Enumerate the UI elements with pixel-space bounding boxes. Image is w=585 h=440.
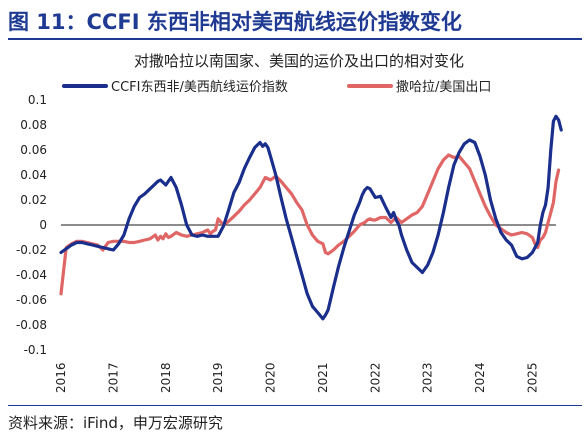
y-tick-label: -0.08 [16,318,47,332]
x-axis: 2016 2017 2018 2019 2020 2021 2022 2023 2024 2025 [54,362,539,393]
x-tick-label: 2018 [159,362,173,393]
x-tick-label: 2021 [316,362,330,393]
x-tick-label: 2024 [473,362,487,393]
footer-rule [8,405,582,406]
y-tick-label: -0.1 [24,343,47,357]
figure-header: 图 11：CCFI 东西非相对美西航线运价指数变化 [0,0,585,40]
figure-title: 图 11：CCFI 东西非相对美西航线运价指数变化 [8,10,462,34]
y-tick-label: 0.1 [28,93,47,107]
y-tick-label: 0.08 [20,118,47,132]
x-tick-label: 2016 [54,362,68,393]
x-tick-label: 2023 [421,362,435,393]
y-tick-label: 0 [39,218,47,232]
x-tick-label: 2017 [106,362,120,393]
y-tick-label: 0.04 [20,168,47,182]
y-tick-label: 0.02 [20,193,47,207]
x-tick-label: 2020 [264,362,278,393]
y-tick-label: -0.06 [16,293,47,307]
legend-label-ccfi: CCFI东西非/美西航线运价指数 [111,79,288,95]
y-tick-label: -0.02 [16,243,47,257]
figure-footer: 资料来源：iFind，申万宏源研究 [0,402,585,440]
legend-label-export: 撒哈拉/美国出口 [396,79,491,95]
line-chart: 对撒哈拉以南国家、美国的运价及出口的相对变化 CCFI东西非/美西航线运价指数 … [16,52,563,393]
x-tick-label: 2025 [525,362,539,393]
x-tick-label: 2019 [211,362,225,393]
y-tick-label: -0.04 [16,268,47,282]
x-tick-label: 2022 [368,362,382,393]
y-axis: -0.1 -0.08 -0.06 -0.04 -0.02 0 0.02 0.04 0.06 0.0… [16,93,47,357]
series-line-export [59,153,561,296]
header-rule [8,38,582,40]
series-line-ccfi [59,114,563,321]
legend: CCFI东西非/美西航线运价指数 撒哈拉/美国出口 [62,79,491,95]
chart-title: 对撒哈拉以南国家、美国的运价及出口的相对变化 [134,52,464,70]
y-tick-label: 0.06 [20,143,47,157]
source-note: 资料来源：iFind，申万宏源研究 [8,414,223,432]
